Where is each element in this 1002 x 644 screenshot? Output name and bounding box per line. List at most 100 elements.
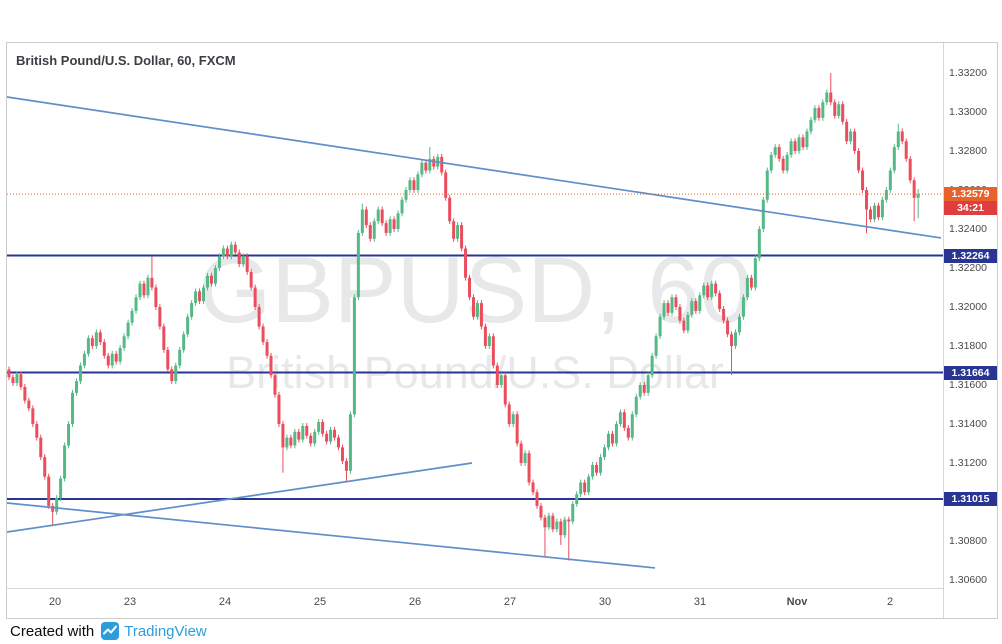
- candle-body: [190, 303, 194, 317]
- candle-body: [797, 137, 801, 151]
- chart-widget: GBPUSD, 60 British Pound/U.S. Dollar Bri…: [6, 42, 998, 619]
- candle-body: [722, 308, 726, 321]
- candle-body: [503, 375, 507, 405]
- candle-body: [543, 517, 547, 528]
- candle-body: [106, 355, 110, 366]
- candle-body: [559, 521, 563, 536]
- candle-body: [817, 108, 821, 118]
- candle-body: [646, 375, 650, 393]
- candle-body: [63, 445, 67, 479]
- candle-body: [813, 108, 817, 120]
- candle-body: [757, 229, 761, 259]
- attribution-bar: Created with TradingView: [10, 620, 207, 642]
- candle-body: [464, 248, 468, 278]
- candle-body: [265, 342, 269, 356]
- candle-body: [829, 92, 833, 103]
- time-axis-label: 26: [408, 596, 422, 608]
- price-axis-label: 1.31600: [949, 379, 987, 391]
- candle-body: [233, 244, 237, 253]
- candle-body: [452, 221, 456, 239]
- candle-body: [789, 141, 793, 155]
- candle-body: [82, 353, 86, 366]
- candle-body: [702, 285, 706, 296]
- tradingview-logo: [101, 622, 120, 640]
- candle-body: [805, 131, 809, 148]
- tradingview-link[interactable]: TradingView: [101, 622, 207, 640]
- candle-body: [880, 199, 884, 218]
- candle-body: [471, 297, 475, 317]
- price-axis[interactable]: 1.332001.330001.328001.326001.324001.322…: [943, 43, 997, 618]
- candle-body: [237, 252, 241, 265]
- price-axis-label: 1.30600: [949, 574, 987, 586]
- candle-body: [71, 392, 75, 424]
- time-axis-label: 20: [48, 596, 62, 608]
- candle-body: [666, 303, 670, 313]
- candle-body: [845, 121, 849, 142]
- candle-body: [706, 285, 710, 298]
- candle-body: [27, 400, 31, 409]
- candle-body: [424, 162, 428, 171]
- candle-body: [194, 291, 198, 304]
- candle-body: [420, 162, 424, 175]
- price-axis-label: 1.31200: [949, 457, 987, 469]
- candle-body: [297, 431, 301, 440]
- candle-body: [507, 404, 511, 424]
- candle-body: [626, 427, 630, 438]
- candle-body: [154, 287, 158, 307]
- candle-body: [94, 332, 98, 346]
- time-axis-label: Nov: [786, 596, 808, 608]
- candle-body: [158, 307, 162, 327]
- candle-body: [535, 492, 539, 506]
- candle-body: [555, 521, 559, 530]
- candle-body: [78, 365, 82, 382]
- candle-body: [206, 275, 209, 288]
- candle-body: [15, 374, 19, 384]
- candle-body: [765, 170, 769, 200]
- candle-body: [146, 277, 150, 296]
- time-axis-label: 25: [313, 596, 327, 608]
- time-axis-label: 2: [886, 596, 894, 608]
- candle-body: [737, 316, 741, 333]
- candle-body: [221, 248, 225, 257]
- time-axis[interactable]: 20 23 24 25 26 27 30 31 Nov 2: [7, 589, 943, 618]
- candle-body: [638, 385, 642, 397]
- candle-body: [340, 447, 344, 462]
- candle-body: [364, 209, 368, 226]
- candle-body: [110, 353, 114, 366]
- trendline[interactable]: [7, 502, 656, 569]
- candle-body: [225, 248, 229, 257]
- candle-body: [372, 221, 376, 239]
- candle-body: [698, 295, 702, 311]
- price-axis-label: 1.30800: [949, 535, 987, 547]
- candlestick-chart[interactable]: [7, 43, 943, 588]
- candle-body: [166, 349, 170, 370]
- candle-body: [654, 336, 658, 356]
- candle-body: [178, 349, 182, 366]
- chart-title: British Pound/U.S. Dollar, 60, FXCM: [16, 53, 236, 68]
- candle-body: [257, 307, 261, 327]
- trendline[interactable]: [7, 462, 473, 533]
- candle-body: [59, 478, 63, 499]
- candle-body: [475, 303, 479, 317]
- time-axis-label: 30: [598, 596, 612, 608]
- candle-body: [23, 386, 27, 401]
- candle-body: [273, 375, 277, 395]
- candle-body: [186, 316, 190, 335]
- candle-body: [650, 355, 654, 376]
- candle-body: [714, 283, 718, 294]
- candle-body: [170, 369, 174, 382]
- candle-body: [916, 194, 920, 198]
- candle-body: [539, 505, 543, 518]
- candle-body: [896, 131, 900, 148]
- created-with-text: Created with: [10, 622, 95, 640]
- candle-body: [174, 365, 178, 382]
- candle-body: [325, 433, 329, 442]
- candle-body: [519, 443, 523, 463]
- candle-body: [122, 336, 126, 348]
- candle-body: [245, 256, 249, 272]
- trendline[interactable]: [7, 96, 942, 239]
- candle-body: [749, 277, 753, 288]
- candle-body: [825, 92, 829, 103]
- candle-body: [571, 503, 575, 522]
- candle-body: [329, 429, 333, 442]
